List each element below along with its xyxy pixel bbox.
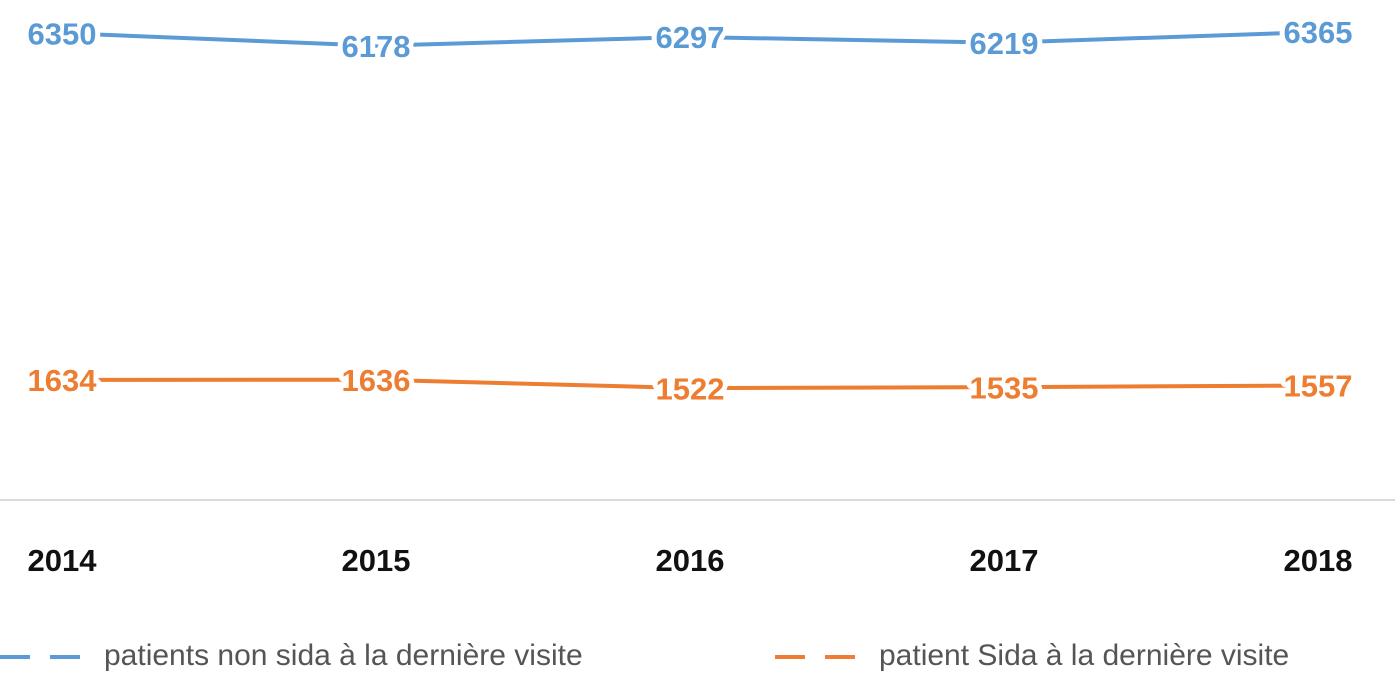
data-label: 6178 xyxy=(342,29,411,64)
data-label: 1636 xyxy=(342,363,411,398)
data-label: 1522 xyxy=(656,371,725,406)
x-tick-label: 2014 xyxy=(28,543,98,578)
x-tick-label: 2018 xyxy=(1284,543,1353,578)
data-label: 6219 xyxy=(970,26,1039,61)
data-label: 6365 xyxy=(1284,15,1353,50)
data-label: 6350 xyxy=(28,16,97,51)
data-label: 1634 xyxy=(28,363,98,398)
legend-label: patients non sida à la dernière visite xyxy=(104,639,583,672)
x-tick-label: 2015 xyxy=(342,543,411,578)
series-line xyxy=(61,377,1319,391)
legend-label: patient Sida à la dernière visite xyxy=(879,639,1289,672)
data-label: 1557 xyxy=(1284,369,1353,404)
series-line xyxy=(61,29,1319,48)
x-tick-label: 2016 xyxy=(656,543,725,578)
data-label: 6297 xyxy=(656,20,725,55)
data-label: 1535 xyxy=(970,370,1039,405)
x-tick-label: 2017 xyxy=(970,543,1039,578)
